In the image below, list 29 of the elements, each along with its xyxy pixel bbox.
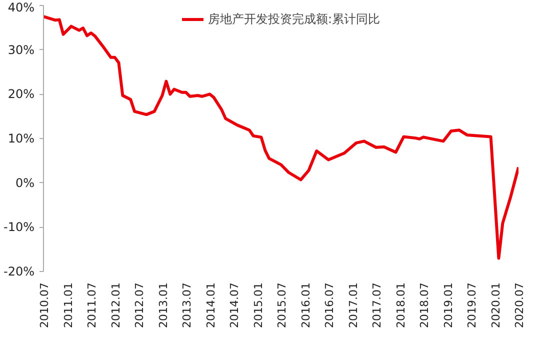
x-tick-label: 2013.01 [156, 282, 170, 328]
x-tick-label: 2018.01 [394, 282, 408, 328]
x-tick-label: 2015.07 [276, 282, 288, 328]
x-tick-label: 2014.07 [228, 282, 241, 328]
x-tick-label: 2010.07 [38, 282, 51, 328]
x-tick-label: 2016.07 [323, 282, 336, 328]
x-tick-label: 2012.07 [133, 282, 146, 328]
x-tick-label: 2011.01 [62, 282, 75, 328]
y-tick-label: -20% [4, 264, 35, 278]
x-tick-label: 2019.07 [466, 282, 478, 328]
x-tick-label: 2017.01 [346, 282, 360, 328]
y-tick-label: 20% [8, 87, 34, 102]
x-tick-label: 2011.07 [86, 282, 98, 328]
legend-label: 房地产开发投资完成额:累计同比 [208, 10, 380, 28]
x-tick-label: 2016.01 [299, 282, 312, 328]
x-tick-label: 2019.01 [442, 282, 455, 328]
y-tick-label: -10% [4, 220, 35, 234]
x-tick-label: 2015.01 [252, 282, 265, 328]
x-tick-label: 2017.07 [370, 282, 384, 328]
x-tick-label: 2012.01 [109, 282, 122, 328]
x-tick-label: 2020.07 [513, 282, 526, 328]
x-tick-label: 2018.07 [418, 282, 431, 328]
x-tick-label: 2020.01 [489, 282, 502, 328]
x-tick-label: 2014.01 [204, 282, 218, 328]
y-tick-label: 30% [8, 42, 34, 57]
y-tick-label: 10% [8, 132, 34, 146]
y-tick-label: 0% [15, 176, 35, 190]
x-tick-label: 2013.07 [180, 282, 194, 328]
y-tick-label: 40% [8, 0, 34, 14]
